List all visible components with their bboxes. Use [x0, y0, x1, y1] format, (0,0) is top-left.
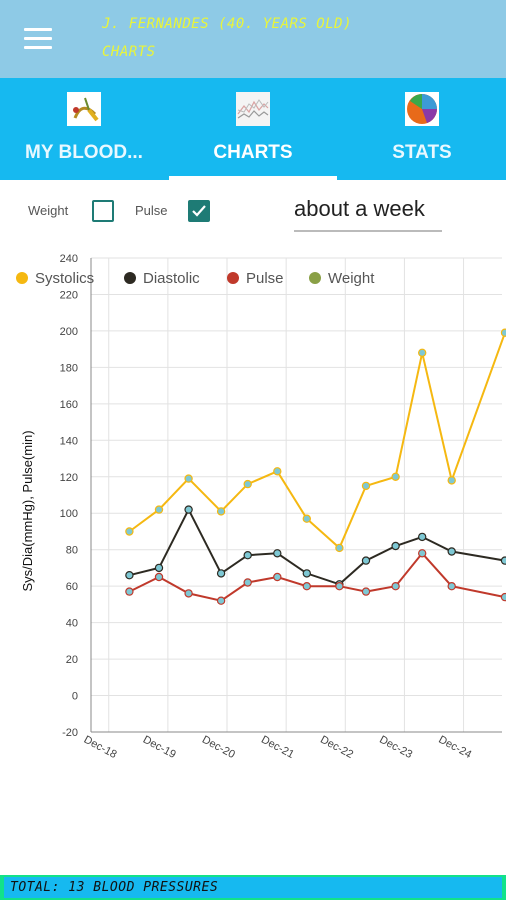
hamburger-menu-icon[interactable]: [24, 28, 52, 50]
x-tick-label: Dec-22: [318, 734, 355, 761]
app-header: J. FERNANDES (40. YEARS OLD) CHARTS: [0, 0, 506, 78]
legend-weight-label: Weight: [328, 270, 375, 287]
y-tick-label: 180: [60, 362, 78, 374]
systolic-data-point[interactable]: [361, 481, 371, 491]
legend-systolics-label: Systolics: [35, 270, 94, 287]
diastolic-data-point[interactable]: [418, 532, 427, 542]
systolic-data-point[interactable]: [273, 467, 282, 476]
y-tick-label: 160: [60, 399, 78, 411]
pulse-data-point[interactable]: [391, 582, 400, 591]
legend-pulse-marker: [227, 272, 239, 284]
y-tick-label: -20: [62, 727, 78, 739]
y-tick-label: 40: [66, 618, 78, 630]
y-tick-label: 220: [60, 289, 78, 301]
pulse-data-point[interactable]: [216, 596, 226, 605]
y-tick-label: 140: [60, 435, 78, 447]
weight-label: Weight: [28, 203, 69, 218]
y-tick-label: 20: [66, 654, 78, 666]
diastolic-data-point[interactable]: [500, 556, 506, 565]
pulse-data-point[interactable]: [418, 549, 427, 558]
header-subtitle: CHARTS: [102, 44, 156, 60]
time-range-select[interactable]: about a week: [294, 196, 442, 232]
y-tick-label: 200: [60, 326, 78, 338]
y-tick-label: 60: [66, 581, 78, 593]
pulse-data-point[interactable]: [243, 578, 252, 587]
y-axis-label: Sys/Dia(mmHg), Pulse(min): [20, 430, 35, 591]
footer-inner: TOTAL: 13 BLOOD PRESSURES: [4, 877, 502, 898]
x-tick-label: Dec-18: [82, 734, 119, 761]
diastolic-data-point[interactable]: [302, 569, 311, 578]
diastolic-series-line: [129, 507, 506, 586]
legend-diastolic-marker: [124, 272, 136, 284]
pulse-label: Pulse: [135, 203, 168, 218]
line-chart-icon: [236, 92, 270, 126]
legend-weight-marker: [309, 272, 321, 284]
chart-controls: Weight Pulse about a week: [0, 180, 506, 244]
footer-bar: TOTAL: 13 BLOOD PRESSURES: [0, 875, 506, 900]
tab-bar: MY BLOOD... CHARTS STATS: [0, 78, 506, 180]
diastolic-data-point[interactable]: [125, 571, 134, 580]
y-tick-label: 80: [66, 545, 78, 557]
pulse-data-point[interactable]: [273, 572, 282, 582]
header-title: J. FERNANDES (40. YEARS OLD): [102, 16, 353, 32]
systolic-data-point[interactable]: [154, 505, 164, 514]
x-tick-label: Dec-21: [259, 734, 296, 761]
blood-pressure-chart: -20 0 20 40 60 80 100 120 140 160 180 200 220 240 Dec-…: [16, 253, 506, 761]
pulse-data-point[interactable]: [302, 582, 311, 591]
systolic-data-point[interactable]: [243, 479, 252, 489]
systolic-data-point[interactable]: [302, 514, 311, 523]
active-tab-indicator: [169, 176, 337, 180]
pulse-data-point[interactable]: [500, 592, 506, 602]
pulse-data-point[interactable]: [184, 589, 193, 598]
diastolic-data-point[interactable]: [154, 563, 164, 573]
blood-pressure-icon: [67, 92, 101, 126]
weight-checkbox[interactable]: [92, 200, 114, 222]
total-count-text: TOTAL: 13 BLOOD PRESSURES: [10, 880, 219, 895]
legend-systolics-marker: [16, 272, 28, 284]
x-tick-label: Dec-23: [377, 734, 414, 761]
tab-my-blood-label: MY BLOOD...: [25, 142, 143, 163]
pulse-data-point[interactable]: [335, 582, 344, 591]
systolic-data-point[interactable]: [335, 543, 344, 553]
tab-stats-label: STATS: [392, 142, 452, 163]
diastolic-data-point[interactable]: [447, 547, 456, 556]
pulse-data-point[interactable]: [125, 587, 134, 596]
pie-chart-icon: [405, 92, 439, 126]
diastolic-data-point[interactable]: [273, 549, 282, 558]
diastolic-data-point[interactable]: [216, 569, 226, 578]
x-tick-label: Dec-24: [436, 734, 473, 761]
pulse-checkbox[interactable]: [188, 200, 210, 222]
y-tick-label: 0: [72, 691, 78, 703]
tab-charts[interactable]: CHARTS: [169, 78, 337, 180]
legend-diastolic-label: Diastolic: [143, 270, 200, 287]
x-tick-label: Dec-20: [200, 734, 237, 761]
checkmark-icon: [192, 205, 206, 217]
diastolic-data-point[interactable]: [361, 556, 371, 565]
pulse-data-point[interactable]: [154, 572, 164, 582]
pulse-data-point[interactable]: [361, 587, 371, 596]
x-tick-label: Dec-19: [141, 734, 178, 761]
diastolic-data-point[interactable]: [243, 551, 252, 560]
diastolic-data-point[interactable]: [184, 505, 193, 514]
systolic-data-point[interactable]: [391, 472, 400, 481]
pulse-data-point[interactable]: [447, 582, 456, 591]
systolic-data-point[interactable]: [418, 348, 427, 358]
systolic-data-point[interactable]: [216, 507, 226, 516]
y-tick-label: 240: [60, 253, 78, 265]
systolic-data-point[interactable]: [447, 476, 456, 485]
tab-charts-label: CHARTS: [213, 142, 293, 163]
tab-stats[interactable]: STATS: [338, 78, 506, 180]
systolic-data-point[interactable]: [125, 527, 134, 536]
tab-my-blood[interactable]: MY BLOOD...: [0, 78, 168, 180]
y-tick-label: 120: [60, 472, 78, 484]
systolic-data-point[interactable]: [184, 474, 193, 483]
legend-pulse-label: Pulse: [246, 270, 284, 287]
y-tick-label: 100: [60, 508, 78, 520]
diastolic-data-point[interactable]: [391, 541, 400, 551]
systolic-data-point[interactable]: [500, 328, 506, 337]
